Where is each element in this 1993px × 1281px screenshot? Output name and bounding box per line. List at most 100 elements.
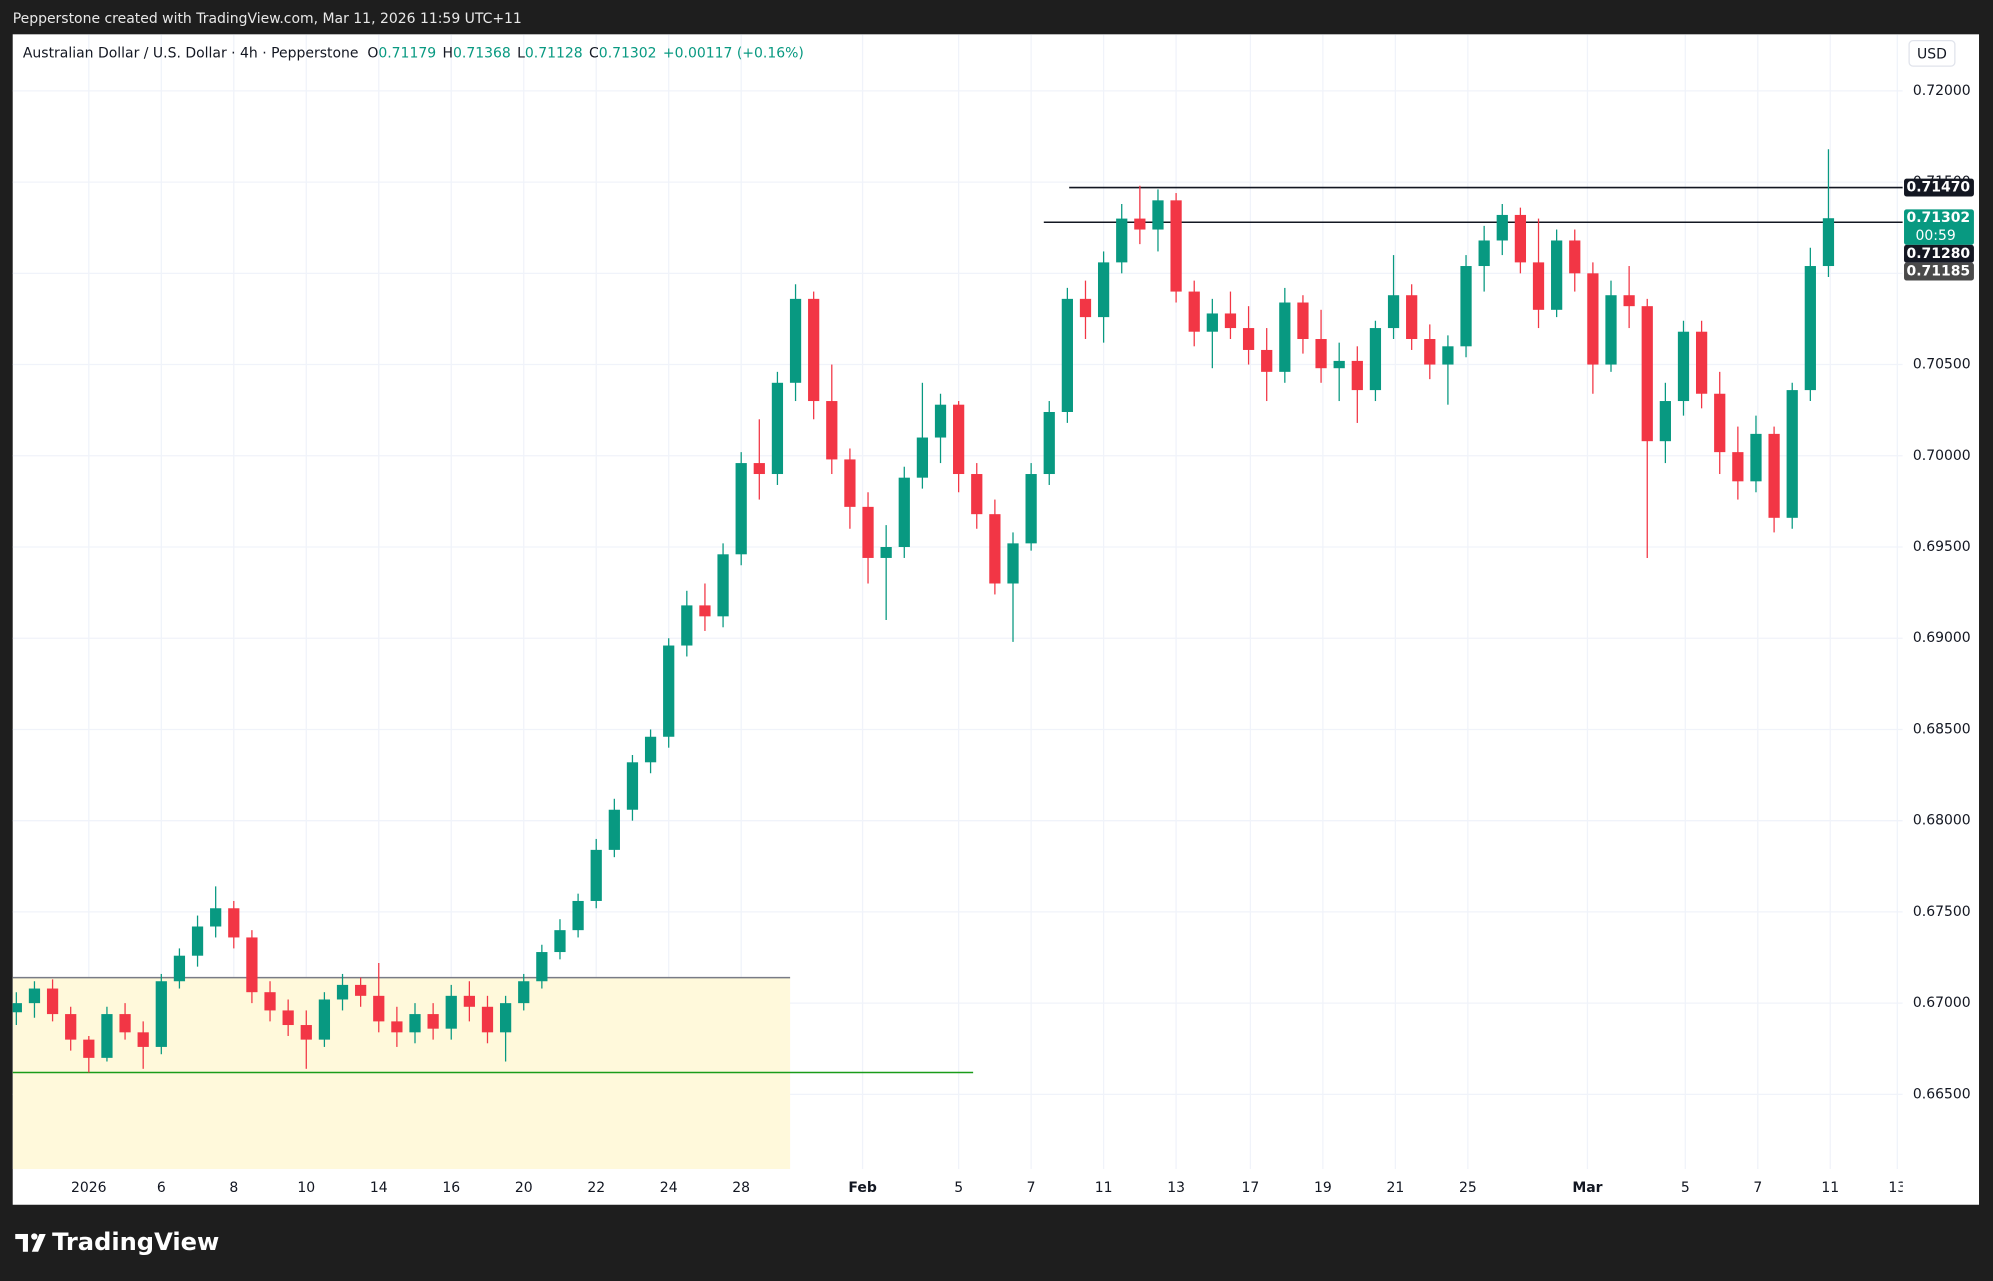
currency-button[interactable] [1908,40,1956,67]
candle-body [1025,474,1037,544]
candle-body [1786,390,1798,518]
candle-body [1224,313,1237,329]
candle-body [191,926,204,956]
candle-body [699,605,711,617]
x-tick-label: 17 [1241,1180,1259,1196]
candle-body [373,995,385,1022]
candle-body [1369,328,1382,391]
x-tick-label: 6 [157,1180,166,1196]
candle-body [83,1039,95,1058]
candle-body [1007,543,1019,584]
candle-body [409,1014,421,1033]
candle-body [735,463,747,555]
candle-body [1188,291,1200,332]
x-tick-label: 21 [1386,1180,1404,1196]
x-tick-label: 13 [1888,1180,1906,1196]
legend-ohlc-value: 0.71302 [599,45,657,61]
x-tick-label: 2026 [71,1180,107,1196]
legend-change: +0.00117 (+0.16%) [663,45,804,61]
candle-body [934,404,947,438]
x-tick-label: 19 [1314,1180,1332,1196]
price-tag-label: 0.71470 [1907,180,1971,196]
price-tag-label: 0.71185 [1907,264,1971,280]
legend-symbol: Australian Dollar / U.S. Dollar · 4h · P… [23,45,359,61]
y-tick-label: 0.68500 [1913,721,1971,737]
candle-body [46,988,59,1015]
candle-body [590,849,602,901]
x-tick-label: 13 [1167,1180,1185,1196]
candle-body [1279,302,1291,372]
candle-body [336,984,349,1000]
candle-body [862,506,874,558]
candle-body [1351,360,1363,391]
x-tick-label: 20 [515,1180,533,1196]
candle-body [445,995,457,1029]
candle-body [1097,262,1110,318]
x-tick-label: 25 [1459,1180,1477,1196]
y-tick-label: 0.70500 [1913,357,1971,373]
candle-body [1406,295,1418,340]
legend-ohlc-label: C [589,45,599,61]
price-tag-label: 0.71302 [1907,210,1971,226]
candle-body [1424,339,1436,365]
y-tick-label: 0.70000 [1913,448,1971,464]
candle-body [1134,218,1146,230]
candle-body [12,1003,22,1013]
candle-body [1695,331,1708,394]
y-tick-label: 0.72000 [1913,83,1971,99]
candle-body [1297,302,1309,340]
candle-body [355,984,367,996]
candle-body [1442,346,1454,365]
candle-body [1478,240,1490,267]
candle-body [717,554,729,617]
x-tick-label: 28 [732,1180,750,1196]
candle-body [300,1025,312,1040]
candle-body [1822,218,1835,267]
candle-body [681,605,693,646]
candle-body [1804,266,1816,391]
candle-body [318,999,331,1040]
candle-body [264,992,276,1011]
candle-body [1116,218,1128,263]
candle-body [1641,306,1653,442]
candle-body [663,645,675,737]
candle-body [1514,214,1527,263]
y-tick-label: 0.69000 [1913,630,1971,646]
brand: TradingView [52,1228,219,1256]
candle-body [1677,331,1690,402]
y-tick-label: 0.66500 [1913,1086,1971,1102]
candle-body [1551,240,1563,310]
candle-body [1732,452,1744,482]
price-tag [1904,209,1974,245]
candle-body [1605,295,1617,365]
candle-body [808,298,820,402]
candle-body [536,952,548,982]
zone-box [12,977,791,1170]
x-tick-label: 8 [229,1180,238,1196]
candle-body [844,459,856,507]
candle-body [1152,200,1164,230]
candle-body [391,1021,403,1033]
candle-body [518,981,530,1004]
x-tick-label: 7 [1027,1180,1036,1196]
legend-ohlc-value: 0.71368 [453,45,511,61]
price-tag [1904,178,1974,197]
candle-body [1496,214,1508,241]
candle-body [499,1003,512,1033]
x-tick-label: 11 [1095,1180,1113,1196]
y-tick-label: 0.67500 [1913,904,1971,920]
candle-body [554,930,566,953]
x-tick-label: 22 [587,1180,605,1196]
candle-body [644,736,657,763]
candle-body [1079,298,1092,318]
candle-body [246,937,258,993]
price-tag-label: 0.71280 [1907,246,1971,262]
candle-body [916,437,929,478]
legend-ohlc-label: H [442,45,453,61]
candle-body [101,1014,113,1058]
candle-body [971,474,983,515]
candle-body [228,908,240,938]
candle-body [953,404,965,475]
candle-body [1061,298,1073,412]
